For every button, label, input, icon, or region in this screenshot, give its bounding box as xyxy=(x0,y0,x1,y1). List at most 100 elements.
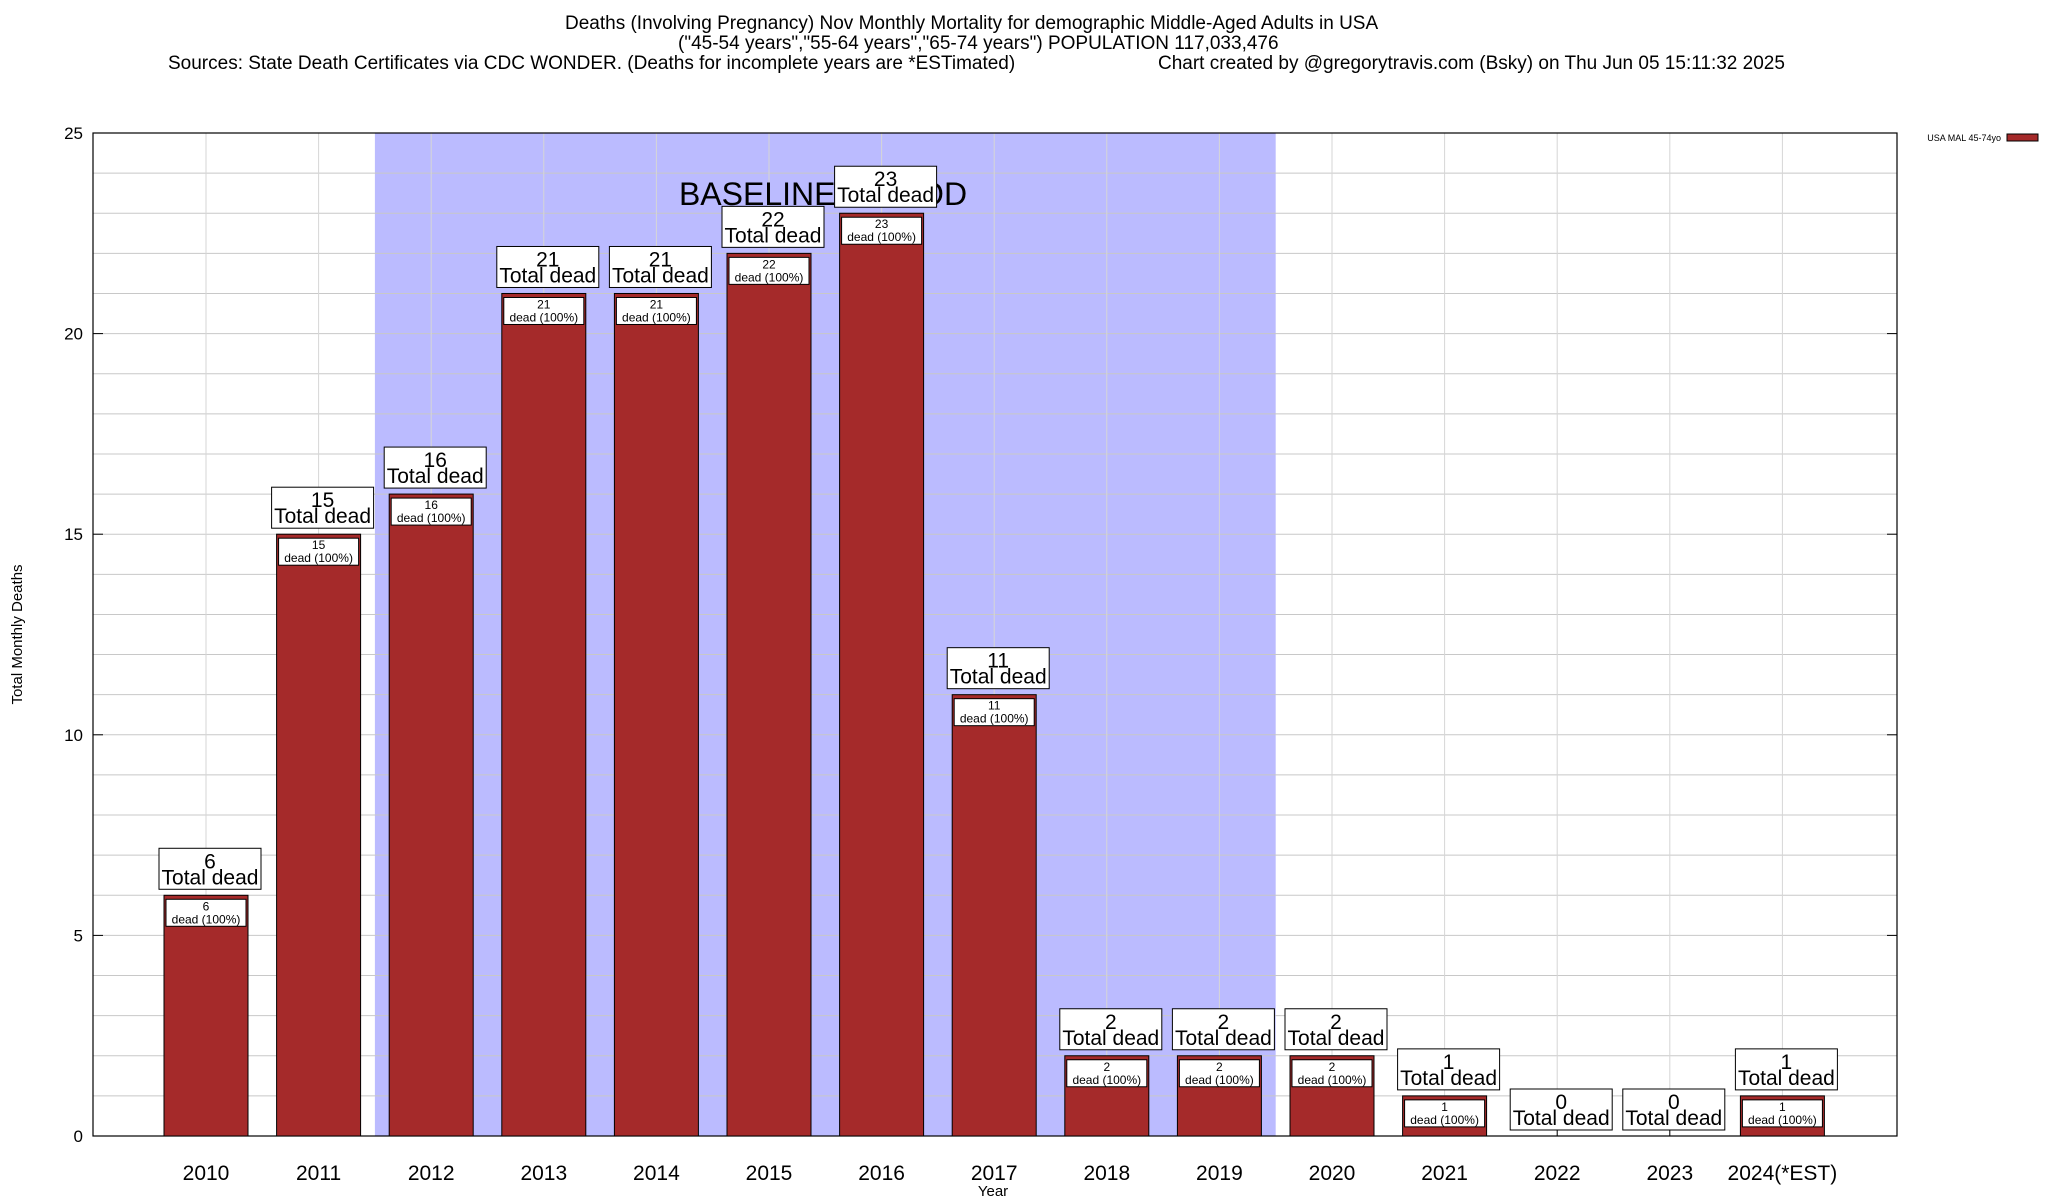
bar-inner-value: 15 xyxy=(312,538,326,552)
total-label: Total dead xyxy=(1625,1107,1722,1130)
x-tick-label: 2014 xyxy=(633,1162,680,1185)
total-label-box xyxy=(608,245,712,288)
total-label: Total dead xyxy=(725,224,822,247)
bar-inner-label-box xyxy=(1404,1099,1486,1128)
bar-inner-value: 2 xyxy=(1103,1060,1110,1074)
bar-inner-label-box xyxy=(1291,1059,1373,1088)
bar-inner-label: dead (100%) xyxy=(397,511,466,525)
y-tick-label: 15 xyxy=(64,525,83,544)
bar-inner-label: dead (100%) xyxy=(622,310,691,324)
bar-inner-label: dead (100%) xyxy=(1298,1073,1367,1087)
total-label: Total dead xyxy=(1175,1027,1272,1050)
total-label-box xyxy=(383,446,487,489)
total-label: Total dead xyxy=(612,264,709,287)
bar-inner-label-box xyxy=(1741,1099,1823,1128)
total-label-box xyxy=(1059,1008,1163,1051)
bar-inner-value: 11 xyxy=(988,699,1001,713)
bar-inner-value: 23 xyxy=(875,217,889,231)
y-axis-label: Total Monthly Deaths xyxy=(9,564,26,704)
total-label: Total dead xyxy=(1400,1067,1497,1090)
bar xyxy=(839,212,925,1137)
total-value: 11 xyxy=(987,650,1009,673)
chart-credit: Chart created by @gregorytravis.com (Bsk… xyxy=(1158,53,1785,74)
x-tick-label: 2022 xyxy=(1534,1162,1581,1185)
bar-inner-label-box xyxy=(503,296,585,325)
total-label-box xyxy=(946,647,1050,690)
bar-inner-label-box xyxy=(165,898,247,927)
x-axis-label: Year xyxy=(978,1183,1008,1200)
bar-inner-label-box xyxy=(1178,1059,1260,1088)
x-tick-label: 2016 xyxy=(858,1162,905,1185)
bar-inner-value: 1 xyxy=(1441,1100,1448,1114)
bar xyxy=(951,694,1037,1137)
total-value: 22 xyxy=(761,208,784,231)
total-value: 21 xyxy=(536,248,559,271)
x-tick-label: 2012 xyxy=(408,1162,455,1185)
total-label: Total dead xyxy=(1738,1067,1835,1090)
y-tick-label: 0 xyxy=(74,1127,83,1146)
total-value: 6 xyxy=(204,850,216,873)
bar-inner-value: 2 xyxy=(1329,1060,1336,1074)
bar-inner-value: 21 xyxy=(650,297,664,311)
x-tick-label: 2018 xyxy=(1083,1162,1130,1185)
total-label: Total dead xyxy=(387,465,484,488)
bar-inner-label: dead (100%) xyxy=(284,551,353,565)
chart-subtitle: ("45-54 years","55-64 years","65-74 year… xyxy=(678,33,1279,54)
x-tick-label: 2017 xyxy=(971,1162,1018,1185)
chart-sources: Sources: State Death Certificates via CD… xyxy=(168,53,1016,74)
y-tick-label: 5 xyxy=(74,926,83,945)
total-label: Total dead xyxy=(1288,1027,1385,1050)
bar-inner-label: dead (100%) xyxy=(847,230,916,244)
bar-inner-label: dead (100%) xyxy=(960,712,1029,726)
bar-inner-value: 16 xyxy=(425,498,439,512)
total-label-box xyxy=(1397,1048,1501,1091)
total-value: 21 xyxy=(649,248,672,271)
total-value: 1 xyxy=(1443,1051,1455,1074)
bar-inner-label-box xyxy=(615,296,697,325)
bar xyxy=(276,533,362,1137)
x-tick-label: 2015 xyxy=(746,1162,793,1185)
bar-inner-label-box xyxy=(278,537,360,566)
total-label-box xyxy=(1622,1088,1726,1131)
total-value: 2 xyxy=(1218,1011,1230,1034)
bar-inner-label: dead (100%) xyxy=(172,912,241,926)
x-tick-label: 2023 xyxy=(1646,1162,1693,1185)
legend-label: USA MAL 45-74yo xyxy=(1927,133,2001,143)
total-label-box xyxy=(1509,1088,1613,1131)
bar-inner-value: 21 xyxy=(537,297,551,311)
chart-title: Deaths (Involving Pregnancy) Nov Monthly… xyxy=(565,13,1379,34)
y-tick-label: 25 xyxy=(64,124,83,143)
bar-inner-value: 6 xyxy=(203,899,210,913)
total-value: 2 xyxy=(1330,1011,1342,1034)
total-value: 0 xyxy=(1555,1091,1567,1114)
bar-inner-label-box xyxy=(390,497,472,526)
total-value: 15 xyxy=(311,489,334,512)
bar-inner-value: 1 xyxy=(1779,1100,1786,1114)
x-tick-label: 2019 xyxy=(1196,1162,1243,1185)
bar-inner-label-box xyxy=(1066,1059,1148,1088)
total-value: 23 xyxy=(874,168,897,191)
total-label: Total dead xyxy=(274,505,371,528)
bar-inner-label: dead (100%) xyxy=(1185,1073,1254,1087)
total-value: 1 xyxy=(1781,1051,1793,1074)
chart-titles: Deaths (Involving Pregnancy) Nov Monthly… xyxy=(0,0,2048,80)
legend-swatch xyxy=(2006,133,2039,142)
total-value: 0 xyxy=(1668,1091,1680,1114)
x-tick-label: 2024(*EST) xyxy=(1728,1162,1838,1185)
total-label: Total dead xyxy=(162,866,259,889)
bar-inner-label: dead (100%) xyxy=(1072,1073,1141,1087)
total-label: Total dead xyxy=(1062,1027,1159,1050)
x-tick-label: 2020 xyxy=(1309,1162,1356,1185)
x-tick-label: 2021 xyxy=(1421,1162,1468,1185)
bar xyxy=(726,252,812,1137)
total-label: Total dead xyxy=(499,264,596,287)
total-label-box xyxy=(1171,1008,1275,1051)
bar-inner-value: 22 xyxy=(762,257,776,271)
bar-inner-label: dead (100%) xyxy=(735,270,804,284)
bar xyxy=(163,894,249,1137)
x-tick-label: 2010 xyxy=(183,1162,230,1185)
bar xyxy=(613,292,699,1137)
bar-inner-label-box xyxy=(728,256,810,285)
y-tick-label: 10 xyxy=(64,726,83,745)
total-label-box xyxy=(158,847,262,890)
